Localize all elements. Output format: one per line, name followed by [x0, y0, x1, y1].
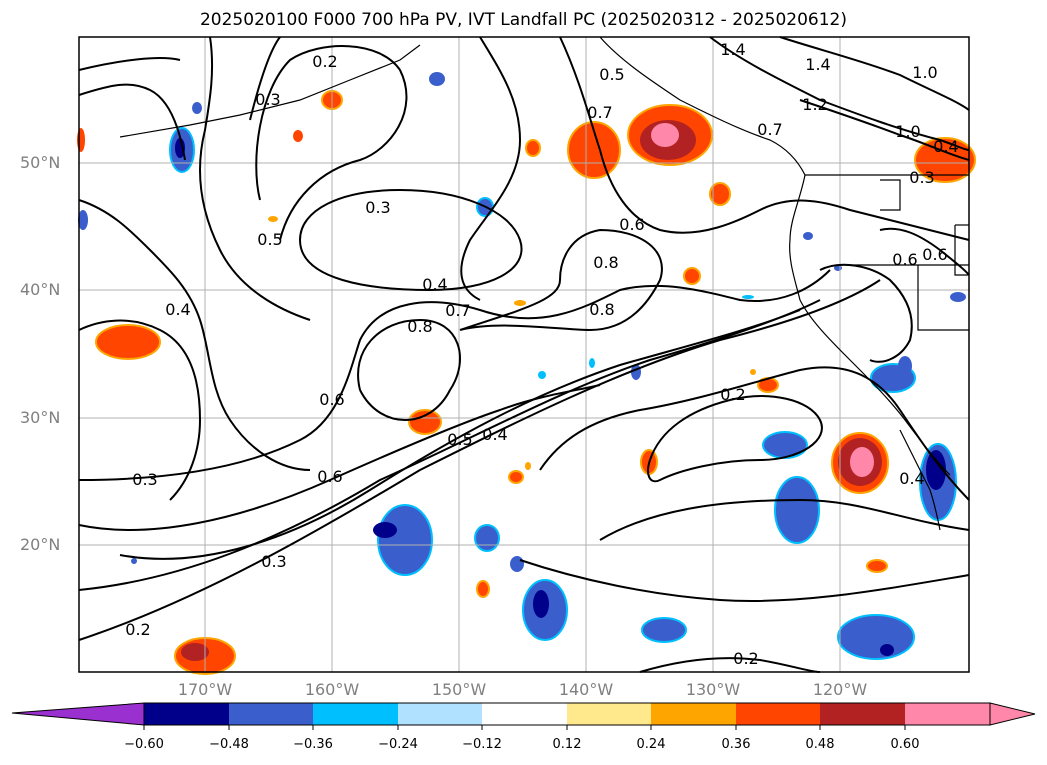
- negative-anomaly-shading: [78, 72, 966, 660]
- positive-anomaly-shading: [77, 90, 976, 675]
- colorbar: [11, 702, 1036, 730]
- contour-label: 0.6: [619, 215, 644, 234]
- contour-label: 0.7: [587, 103, 612, 122]
- colorbar-bin: [567, 703, 651, 725]
- colorbar-bin: [736, 703, 820, 725]
- contour-label: 0.4: [899, 469, 924, 488]
- colorbar-extend-low: [11, 702, 145, 726]
- contour-label: 0.8: [407, 317, 432, 336]
- contour-label: 0.7: [757, 120, 782, 139]
- contour-label: 1.0: [895, 122, 920, 141]
- contour-label: 0.4: [482, 425, 507, 444]
- lon-label: 140°W: [558, 680, 614, 699]
- pv-contours: [78, 36, 970, 673]
- colorbar-tick-label: −0.48: [209, 737, 249, 752]
- contour-label: 0.8: [589, 300, 614, 319]
- colorbar-bin: [905, 703, 990, 725]
- contour-label: 1.2: [802, 95, 827, 114]
- contour-label: 0.6: [317, 467, 342, 486]
- lon-label: 150°W: [431, 680, 487, 699]
- colorbar-extend-high: [989, 702, 1036, 726]
- lon-label: 170°W: [177, 680, 233, 699]
- colorbar-bin: [482, 703, 567, 725]
- contour-label: 0.2: [733, 649, 758, 668]
- contour-label: 0.4: [422, 275, 447, 294]
- lat-label: 40°N: [20, 280, 61, 299]
- contour-label: 0.2: [312, 52, 337, 71]
- contour-label: 0.6: [892, 250, 917, 269]
- colorbar-tick-label: 0.48: [805, 737, 835, 752]
- contour-label: 0.3: [261, 552, 286, 571]
- colorbar-tick-label: −0.60: [124, 737, 164, 752]
- colorbar-bin: [651, 703, 736, 725]
- colorbar-bin: [144, 703, 229, 725]
- colorbar-tick-label: 0.60: [890, 737, 920, 752]
- map-title: 2025020100 F000 700 hPa PV, IVT Landfall…: [199, 10, 847, 30]
- contour-label: 0.4: [165, 300, 190, 319]
- contour-label: 0.8: [593, 253, 618, 272]
- lon-label: 120°W: [812, 680, 868, 699]
- contour-label: 0.2: [720, 385, 745, 404]
- contour-label: 1.4: [805, 55, 830, 74]
- colorbar-tick-label: −0.36: [293, 737, 333, 752]
- contour-label: 1.0: [912, 63, 937, 82]
- contour-label: 0.6: [922, 245, 947, 264]
- contour-label: 0.3: [909, 168, 934, 187]
- contour-label: 0.3: [255, 90, 280, 109]
- contour-label: 0.3: [132, 470, 157, 489]
- contour-label: 0.3: [365, 198, 390, 217]
- contour-label: 0.7: [445, 301, 470, 320]
- colorbar-bin: [313, 703, 398, 725]
- lon-label: 130°W: [685, 680, 741, 699]
- contour-label: 0.5: [257, 230, 282, 249]
- lat-label: 30°N: [20, 408, 61, 427]
- lat-label: 20°N: [20, 535, 61, 554]
- lon-label: 160°W: [304, 680, 360, 699]
- colorbar-bin: [229, 703, 313, 725]
- contour-label: 1.4: [720, 40, 745, 59]
- colorbar-tick-label: 0.12: [552, 737, 582, 752]
- colorbar-tick-label: −0.24: [378, 737, 418, 752]
- contour-label: 0.2: [125, 620, 150, 639]
- contour-label: 0.5: [447, 430, 472, 449]
- colorbar-bin: [398, 703, 482, 725]
- contour-label: 0.5: [599, 65, 624, 84]
- graticule: [79, 37, 969, 672]
- colorbar-bin: [820, 703, 905, 725]
- colorbar-tick-label: 0.24: [636, 737, 666, 752]
- contour-label: 0.6: [319, 390, 344, 409]
- lat-label: 50°N: [20, 153, 61, 172]
- contour-label-group: 0.2 0.3 0.5 0.4 1.4 1.4 1.0 1.2 0.7 1.0 …: [125, 40, 958, 668]
- coastlines: [119, 36, 969, 531]
- colorbar-tick-label: −0.12: [462, 737, 502, 752]
- contour-label: 0.4: [933, 137, 958, 156]
- map-frame: [78, 36, 970, 673]
- map-panel: 0.2 0.3 0.5 0.4 1.4 1.4 1.0 1.2 0.7 1.0 …: [77, 36, 976, 675]
- colorbar-tick-label: 0.36: [721, 737, 751, 752]
